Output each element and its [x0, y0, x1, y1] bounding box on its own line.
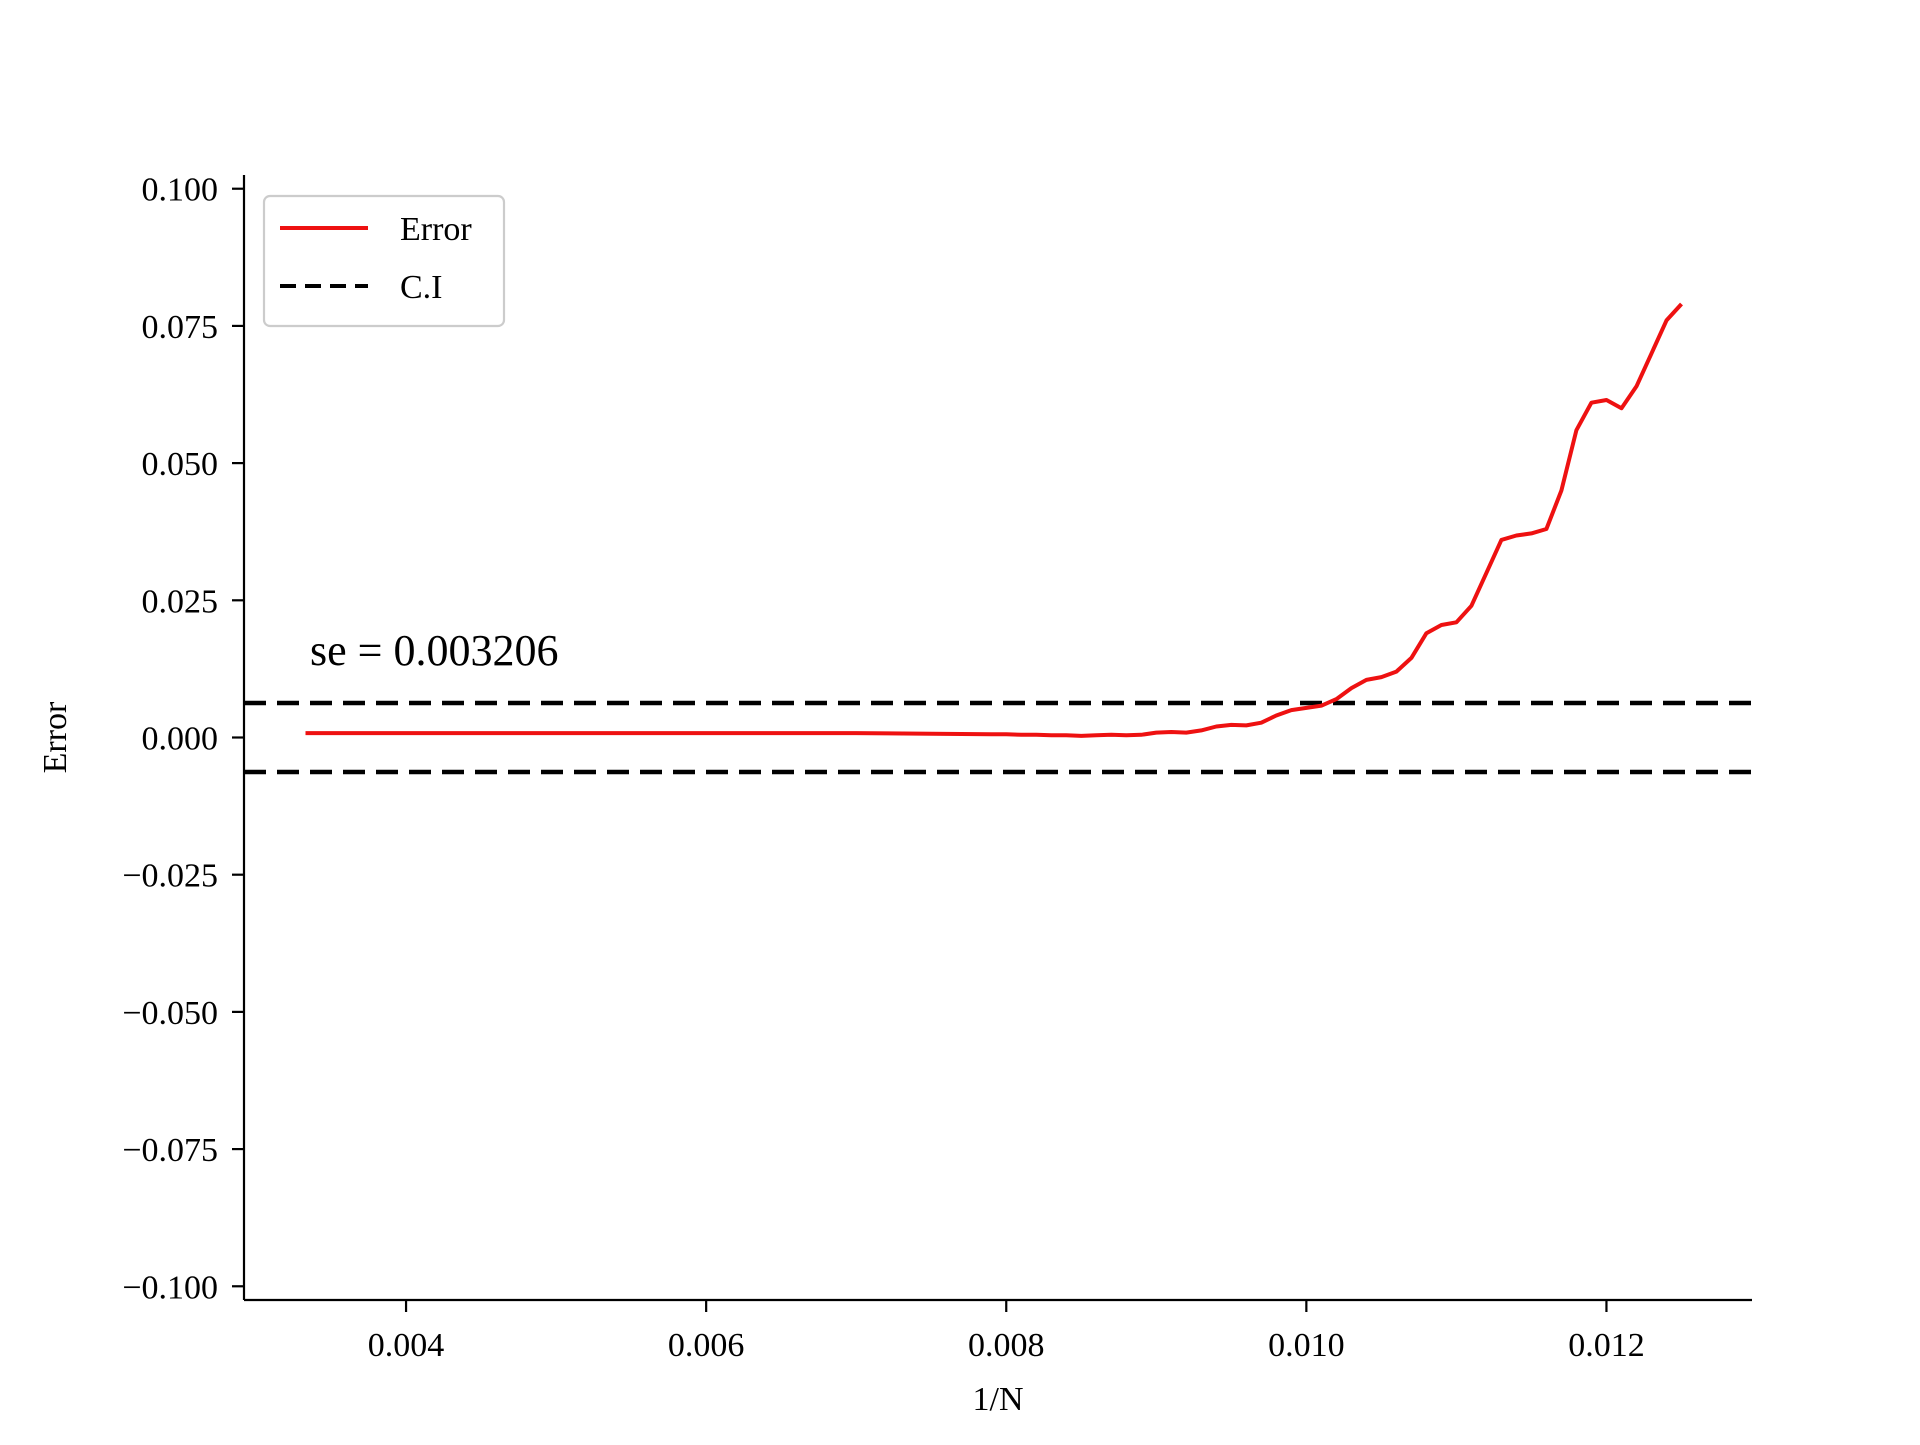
y-tick-label: 0.050 [142, 446, 219, 483]
y-tick-label: −0.025 [122, 858, 218, 895]
x-tick-label: 0.010 [1268, 1327, 1345, 1364]
ci-lines [244, 700, 1752, 775]
x-ticks: 0.004 0.006 0.008 0.010 0.012 [368, 1300, 1645, 1364]
x-axis-label: 1/N [973, 1381, 1024, 1418]
legend: Error C.I [262, 194, 506, 328]
y-tick-label: −0.100 [122, 1269, 218, 1306]
y-tick-label: 0.075 [142, 309, 219, 346]
series-layer [305, 302, 1683, 738]
axes: 0.100 0.075 0.050 0.025 0.000 −0.025 −0.050 −0.… [122, 172, 1752, 1364]
y-tick-label: 0.100 [142, 172, 219, 209]
x-tick-label: 0.012 [1568, 1327, 1645, 1364]
y-ticks: 0.100 0.075 0.050 0.025 0.000 −0.025 −0.050 −0.… [122, 172, 244, 1306]
x-tick-label: 0.008 [968, 1327, 1045, 1364]
x-tick-label: 0.006 [668, 1327, 745, 1364]
plot-area [244, 302, 1752, 775]
legend-label-error: Error [400, 211, 472, 248]
se-annotation: se = 0.003206 [310, 626, 558, 675]
y-axis-label: Error [37, 701, 74, 773]
y-tick-label: 0.025 [142, 583, 219, 620]
legend-label-ci: C.I [400, 269, 443, 306]
y-tick-label: −0.075 [122, 1132, 218, 1169]
y-tick-label: −0.050 [122, 995, 218, 1032]
y-tick-label: 0.000 [142, 721, 219, 758]
x-tick-label: 0.004 [368, 1327, 445, 1364]
series-line-error [305, 302, 1683, 738]
